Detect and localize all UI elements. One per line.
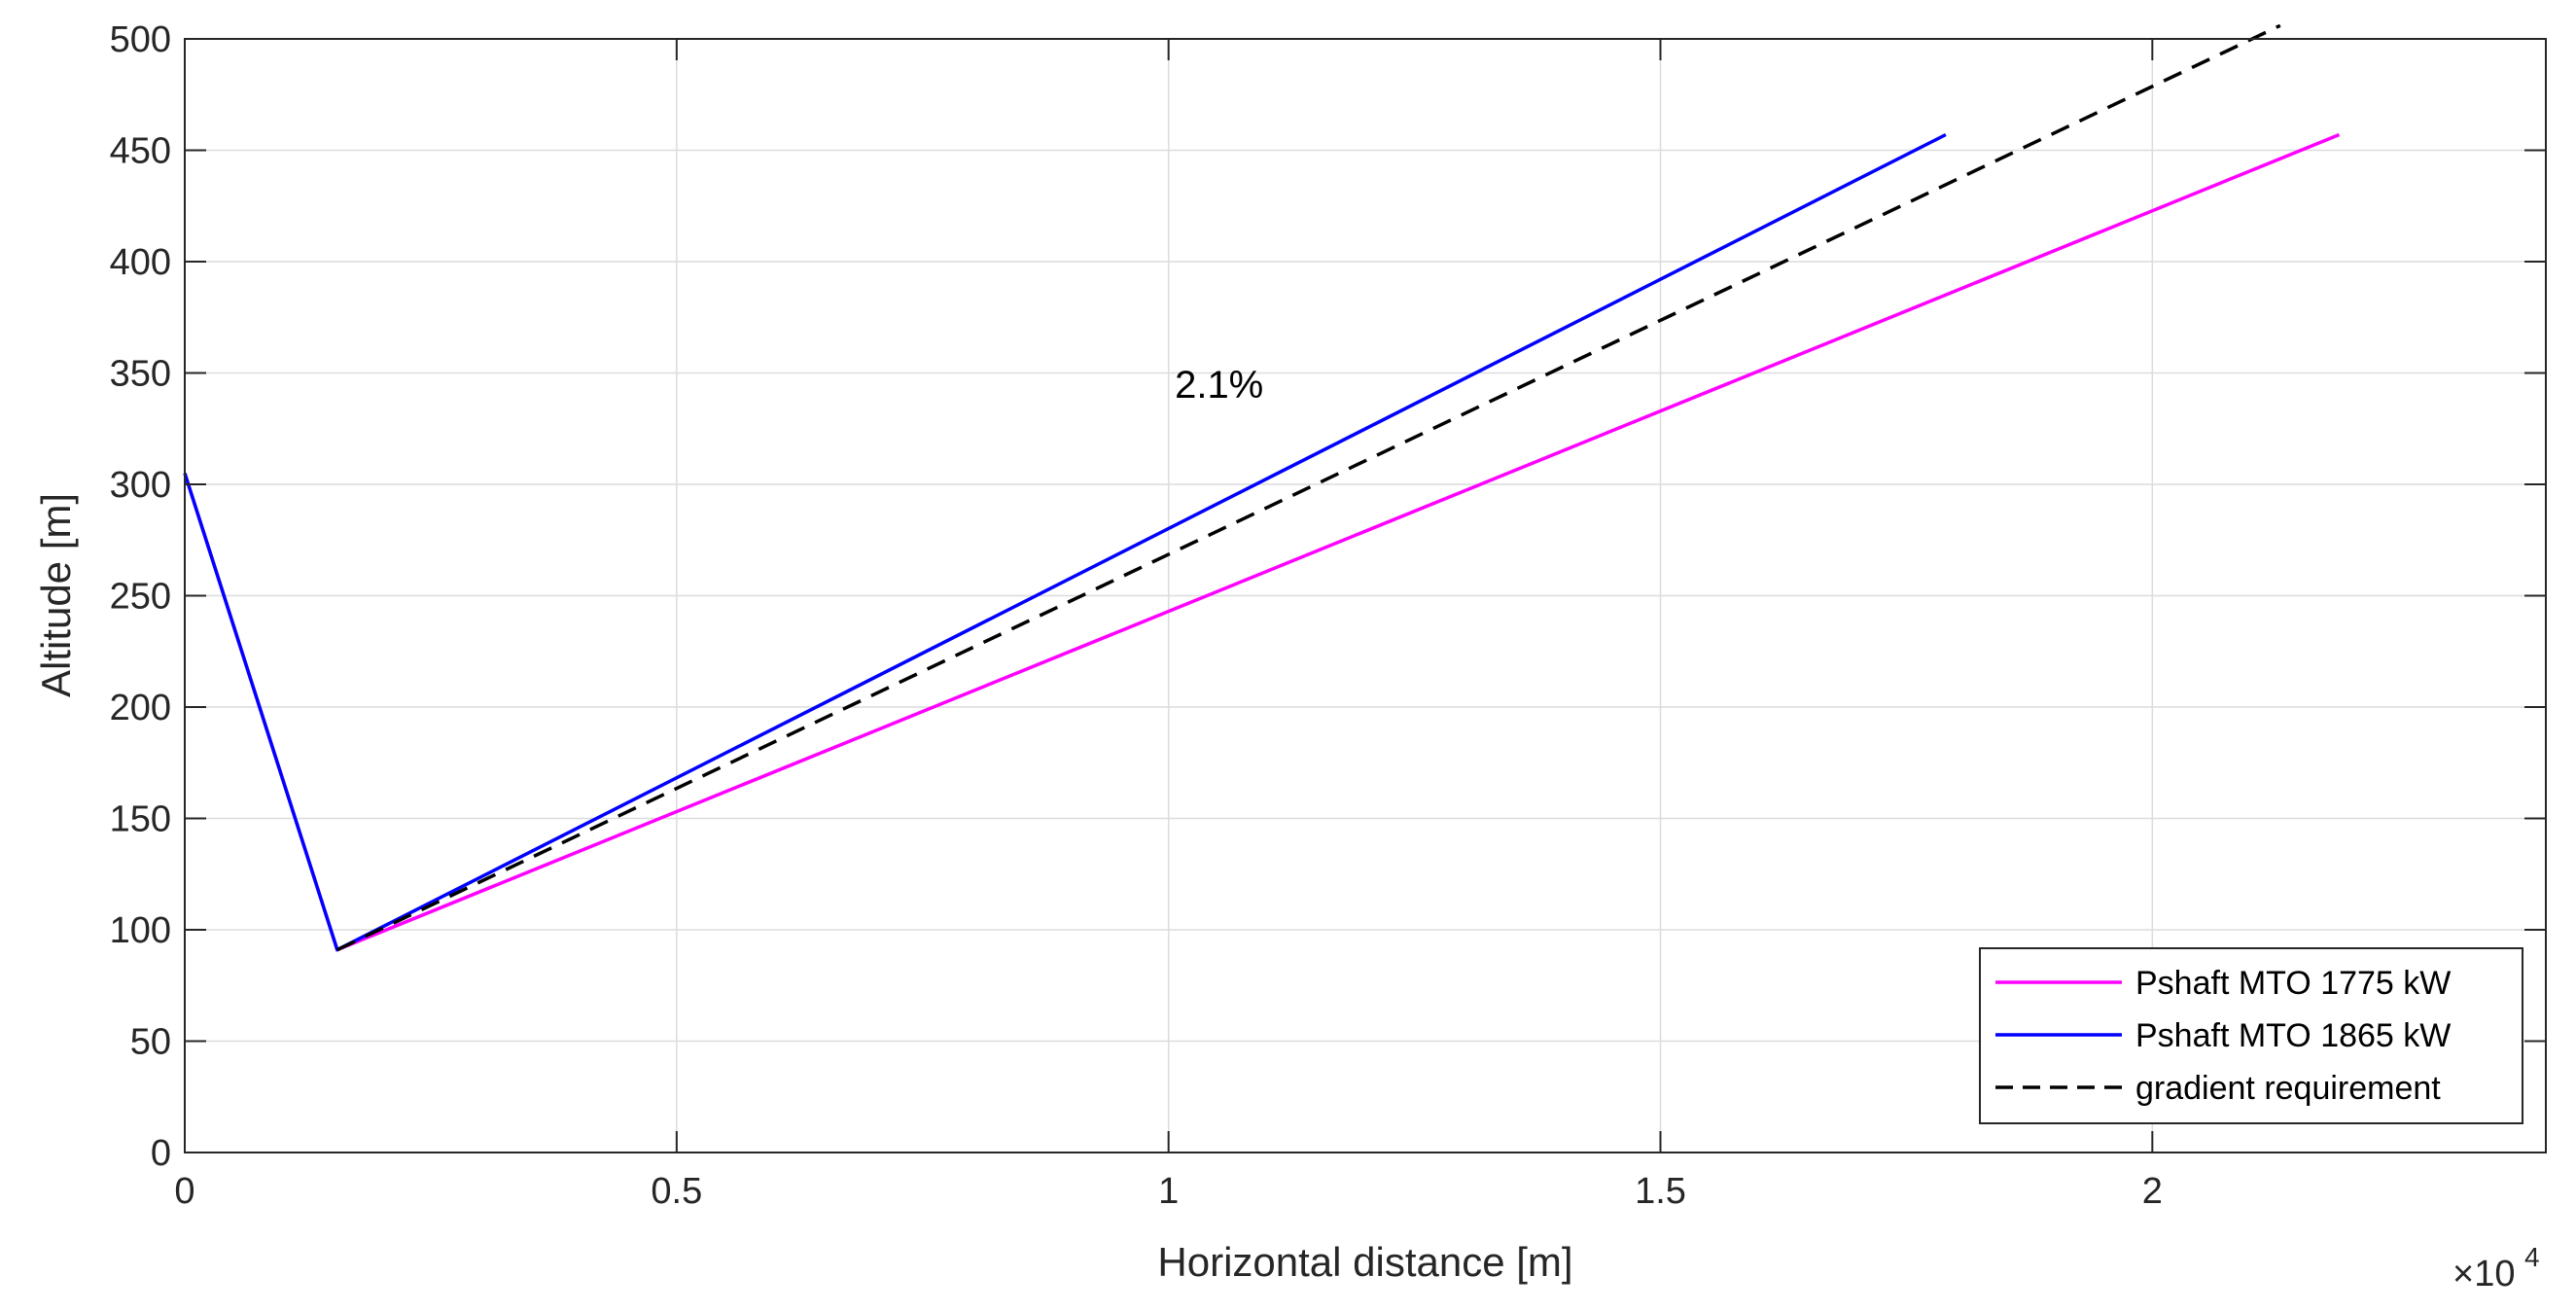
gradient-annotation: 2.1%: [1175, 364, 1263, 407]
x-exponent-label: ×10: [2452, 1254, 2515, 1294]
y-tick-label: 350: [110, 354, 171, 395]
y-tick-label: 200: [110, 688, 171, 728]
y-tick-label: 400: [110, 242, 171, 283]
legend-label-gradient: gradient requirement: [2135, 1070, 2441, 1107]
grid-lines: [184, 38, 2546, 1153]
y-tick-label: 500: [110, 19, 171, 60]
series-layer: [183, 23, 2341, 952]
axis-ticks: [184, 38, 2546, 1153]
y-tick-label: 300: [110, 465, 171, 506]
x-tick-label: 2: [2142, 1171, 2163, 1212]
legend-label-1775: Pshaft MTO 1775 kW: [2135, 965, 2451, 1002]
legend: Pshaft MTO 1775 kW Pshaft MTO 1865 kW gr…: [1979, 947, 2523, 1124]
y-axis-label: Altitude [m]: [33, 493, 79, 697]
x-exponent-power: 4: [2524, 1242, 2540, 1272]
y-tick-label: 450: [110, 131, 171, 172]
y-tick-labels: 0 50 100 150 200 250 300 350 400 450 500: [110, 19, 171, 1174]
x-tick-label: 1.5: [1635, 1171, 1686, 1212]
x-tick-label: 0.5: [651, 1171, 702, 1212]
y-tick-label: 250: [110, 577, 171, 618]
y-tick-label: 100: [110, 910, 171, 951]
x-tick-label: 0: [174, 1171, 194, 1212]
y-tick-label: 150: [110, 799, 171, 840]
y-tick-label: 0: [151, 1133, 171, 1174]
y-tick-label: 50: [130, 1022, 171, 1063]
x-tick-label: 1: [1158, 1171, 1179, 1212]
x-tick-labels: 0 0.5 1 1.5 2: [174, 1171, 2162, 1212]
x-axis-label: Horizontal distance [m]: [1157, 1239, 1572, 1285]
legend-label-1865: Pshaft MTO 1865 kW: [2135, 1017, 2451, 1054]
series-line-2: [336, 23, 2281, 952]
